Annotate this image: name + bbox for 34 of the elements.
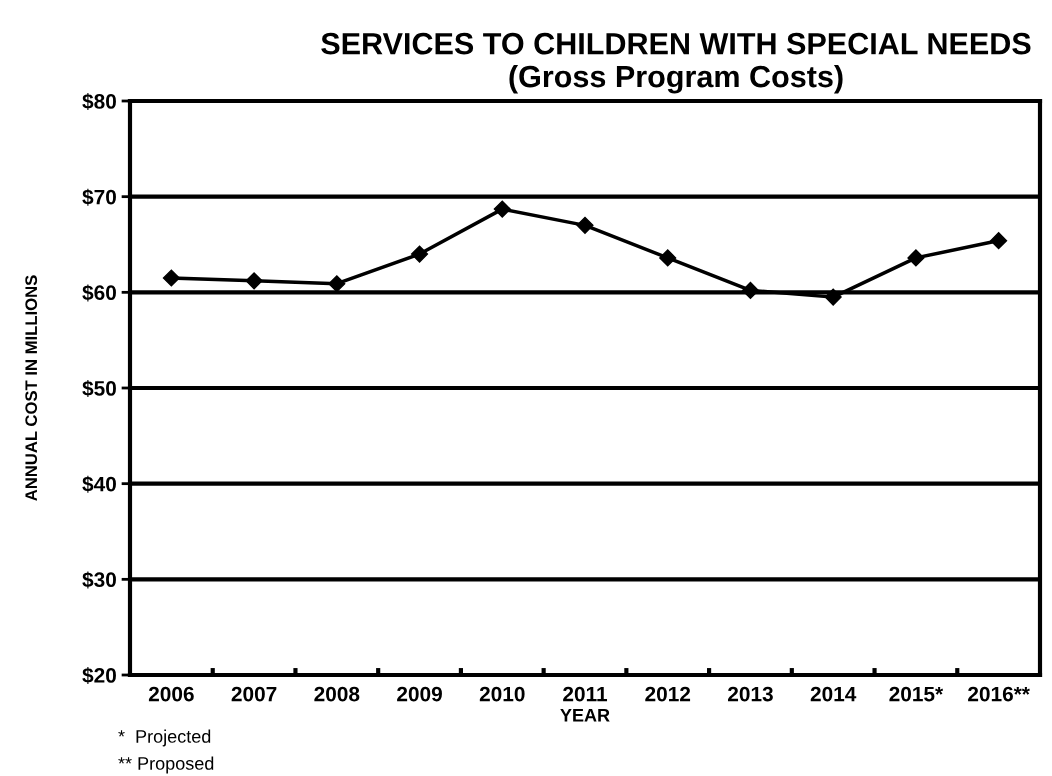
y-tick-label: $80 [82, 93, 116, 111]
text: * Projected [118, 729, 211, 747]
x-tick-label: 2009 [397, 686, 442, 702]
point [741, 281, 760, 299]
y-axis-title: ANNUAL COST IN MILLIONS [25, 275, 38, 501]
x-tick-label: 2014 [810, 686, 857, 702]
x-tick-label: 2011 [563, 686, 608, 702]
x-axis-title: YEAR [560, 708, 610, 722]
point [493, 200, 511, 218]
x-tick-label: 2015* [889, 686, 944, 702]
point [328, 275, 346, 293]
x-tick-label: 2006 [148, 686, 194, 702]
text: ** Proposed [118, 756, 214, 774]
y-tick-label: $50 [82, 380, 116, 398]
y-tick-label: $20 [82, 667, 116, 685]
y-tick-label: $30 [82, 571, 116, 589]
x-tick-label: 2016** [968, 686, 1030, 702]
point [245, 272, 263, 290]
point [162, 269, 180, 287]
x-tick-label: 2012 [645, 686, 691, 702]
point [576, 216, 594, 234]
x-tick-label: 2008 [314, 686, 360, 702]
y-tick-label: $70 [82, 188, 116, 206]
x-tick-label: 2013 [728, 686, 773, 702]
point [410, 245, 429, 263]
point [990, 232, 1008, 250]
point [659, 249, 677, 267]
chart-title: SERVICES TO CHILDREN WITH SPECIAL NEEDS (Gross Program Costs) [321, 32, 1031, 94]
y-tick-label: $40 [82, 475, 116, 493]
point [907, 249, 925, 267]
x-tick-label: 2010 [479, 686, 525, 702]
x-tick-label: 2007 [231, 686, 277, 702]
y-tick-label: $60 [82, 284, 116, 302]
point [824, 288, 842, 306]
